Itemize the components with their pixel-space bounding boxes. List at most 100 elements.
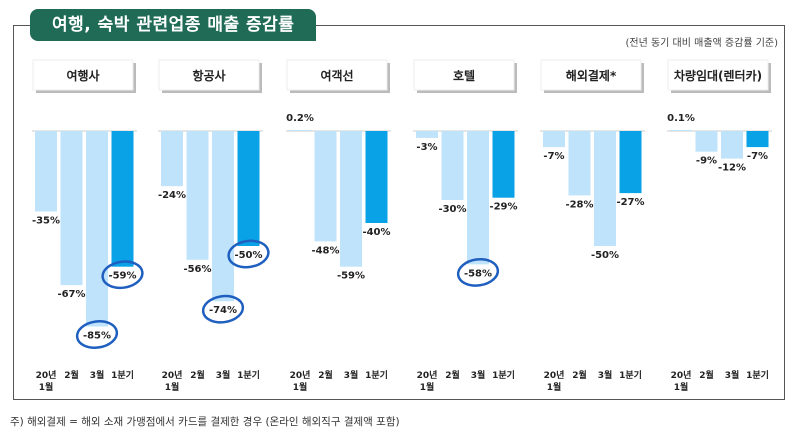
category-label: 차량임대(렌터카) [674, 68, 762, 83]
data-label: -27% [616, 197, 644, 208]
data-label: -30% [438, 204, 466, 215]
chart-frame [13, 25, 785, 400]
data-label: -7% [747, 151, 768, 162]
bar [111, 131, 134, 267]
x-tick-label: 20년 [417, 369, 438, 381]
x-tick-label: 1월 [293, 381, 308, 393]
bar [619, 131, 642, 194]
x-tick-label: 20년 [290, 369, 311, 381]
bar [492, 131, 515, 198]
x-tick-label: 2월 [445, 369, 460, 381]
x-tick-label: 1분기 [237, 369, 260, 381]
category-header [286, 59, 388, 91]
data-label: 0.1% [667, 113, 695, 124]
bar [237, 131, 260, 246]
category-label: 해외결제* [566, 68, 617, 83]
category-label: 항공사 [192, 68, 225, 83]
data-label: -29% [489, 202, 517, 213]
category-header [158, 59, 260, 91]
bar [721, 131, 743, 159]
x-tick-label: 20년 [671, 369, 692, 381]
bar [60, 131, 83, 286]
data-label: -28% [565, 199, 593, 210]
bar [695, 131, 718, 152]
data-label: -59% [108, 271, 136, 282]
category-header [32, 59, 134, 91]
x-tick-label: 3월 [598, 369, 613, 381]
bar [35, 131, 57, 212]
footnote: 주) 해외결제 = 해외 소재 가맹점에서 카드를 결제한 경우 (온라인 해외… [10, 416, 400, 428]
bar [670, 130, 692, 131]
category-label: 호텔 [453, 69, 475, 83]
x-tick-label: 1월 [420, 381, 435, 393]
x-tick-label: 1월 [547, 381, 562, 393]
category-label: 여객선 [320, 68, 353, 83]
data-label: -50% [591, 250, 619, 261]
x-tick-label: 2월 [699, 369, 714, 381]
x-tick-label: 20년 [36, 369, 57, 381]
x-tick-label: 1분기 [365, 369, 388, 381]
data-label: -56% [183, 264, 211, 275]
x-tick-label: 1분기 [492, 369, 515, 381]
x-tick-label: 3월 [725, 369, 740, 381]
highlight-circle [227, 239, 270, 269]
bar [467, 131, 489, 265]
bar [441, 131, 464, 200]
data-label: -67% [57, 289, 85, 300]
data-label: -7% [543, 151, 564, 162]
highlight-circle [75, 320, 119, 349]
category-header [667, 59, 769, 91]
x-tick-label: 1월 [39, 381, 54, 393]
x-tick-label: 3월 [471, 369, 486, 381]
data-label: -35% [32, 216, 60, 227]
category-header [540, 59, 642, 91]
bar [340, 131, 362, 267]
x-tick-label: 1월 [165, 381, 180, 393]
x-tick-label: 20년 [544, 369, 565, 381]
data-label: -12% [718, 163, 746, 174]
bar [86, 131, 108, 327]
bar [746, 131, 769, 148]
bar [594, 131, 616, 246]
x-tick-label: 1분기 [619, 369, 642, 381]
highlight-circle [101, 260, 144, 290]
x-tick-label: 2월 [64, 369, 79, 381]
data-label: -58% [464, 268, 492, 279]
category-header [413, 59, 515, 91]
data-label: -3% [416, 142, 437, 153]
bar [212, 131, 234, 302]
x-tick-label: 3월 [216, 369, 231, 381]
data-label: -50% [234, 250, 262, 261]
data-label: -85% [83, 331, 111, 342]
bar [568, 131, 591, 196]
data-label: 0.2% [286, 113, 314, 124]
bar [186, 131, 209, 260]
x-tick-label: 3월 [90, 369, 105, 381]
highlight-circle [456, 257, 500, 287]
bar [289, 130, 311, 131]
bar [314, 131, 337, 242]
x-tick-label: 2월 [190, 369, 205, 381]
data-label: -24% [158, 190, 186, 201]
x-tick-label: 1월 [674, 381, 689, 393]
category-label: 여행사 [66, 68, 99, 83]
data-label: -48% [311, 245, 339, 256]
data-label: -74% [209, 305, 237, 316]
bar [161, 131, 183, 187]
bar [416, 131, 438, 138]
x-tick-label: 20년 [162, 369, 183, 381]
bar [365, 131, 388, 223]
x-tick-label: 2월 [318, 369, 333, 381]
x-tick-label: 1분기 [111, 369, 134, 381]
chart-title: 여행, 숙박 관련업종 매출 증감률 [30, 9, 317, 41]
x-tick-label: 2월 [572, 369, 587, 381]
data-label: -59% [337, 271, 365, 282]
data-label: -9% [696, 156, 717, 167]
x-tick-label: 1분기 [746, 369, 769, 381]
data-label: -40% [362, 227, 390, 238]
bar [543, 131, 565, 148]
x-tick-label: 3월 [344, 369, 359, 381]
basis-note: (전년 동기 대비 매출액 증감률 기준) [625, 38, 779, 49]
highlight-circle [201, 294, 245, 324]
